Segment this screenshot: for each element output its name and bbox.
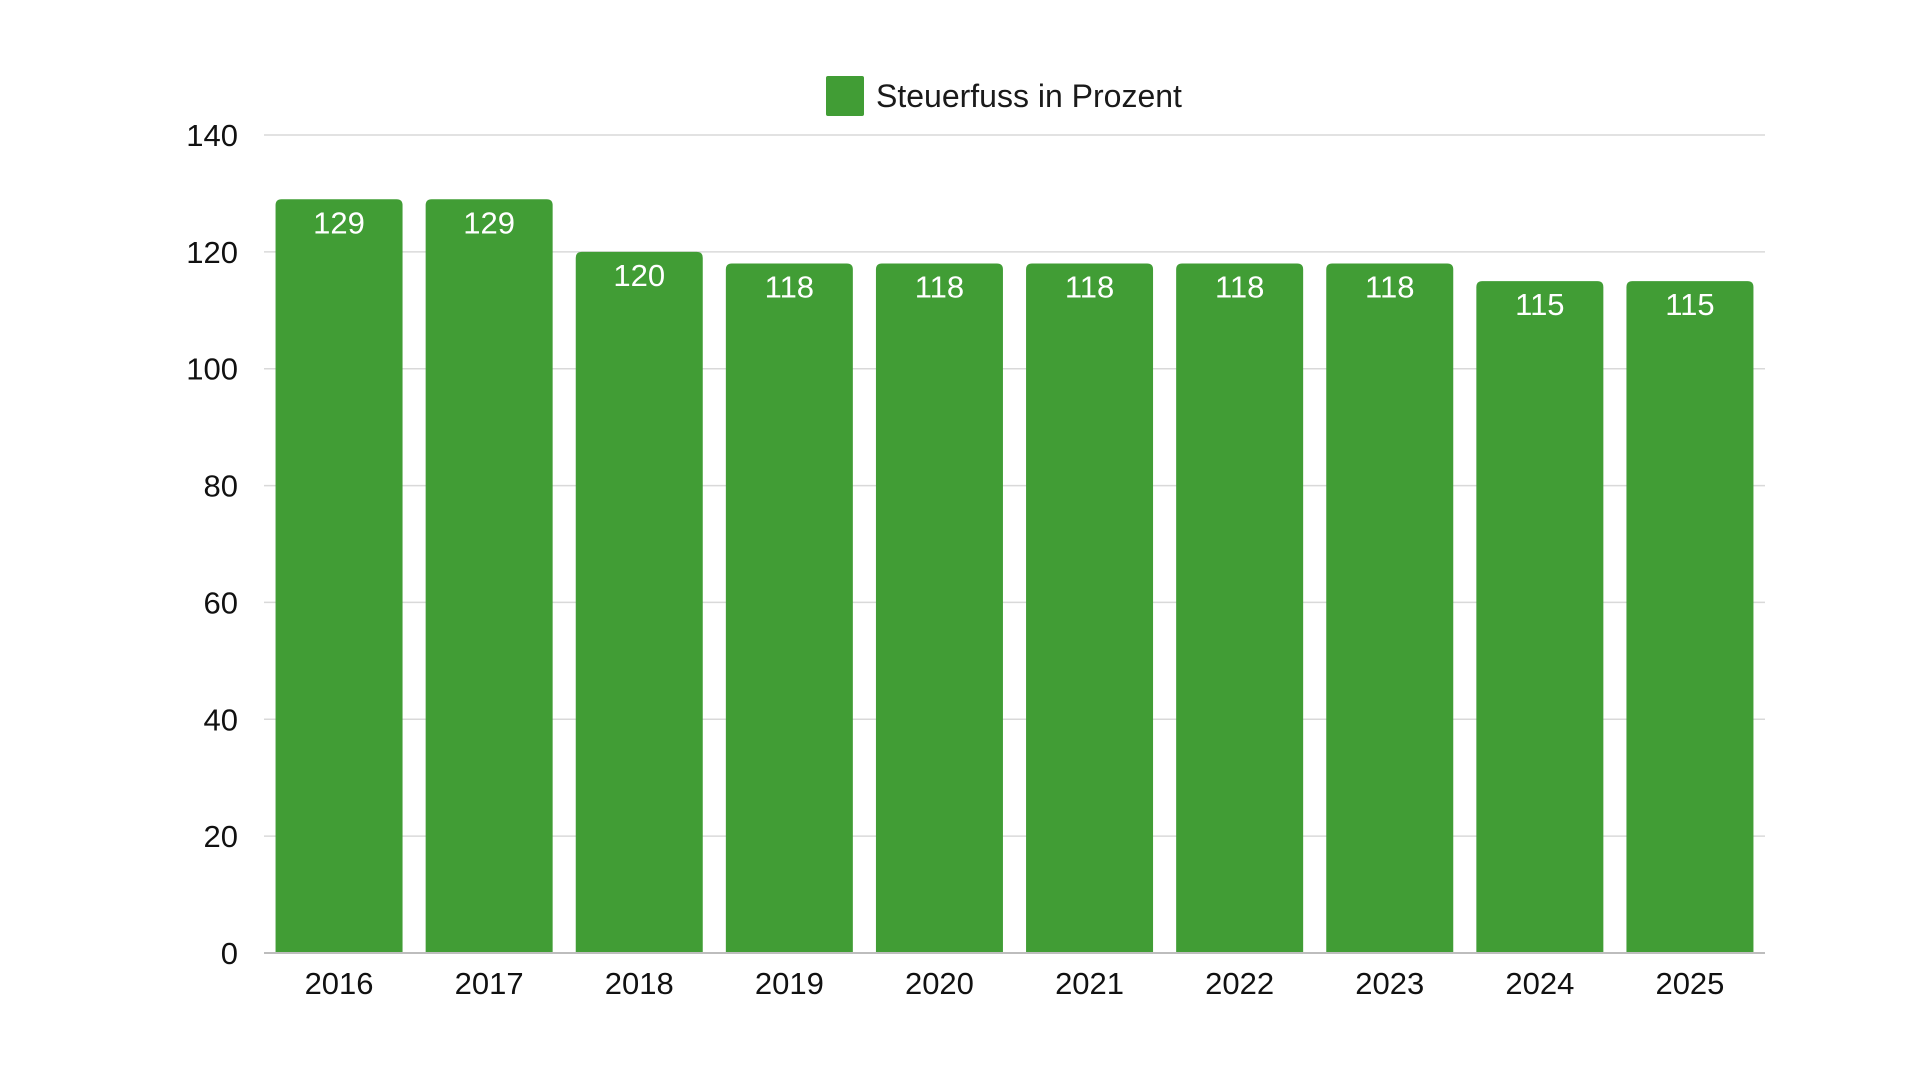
x-tick-label: 2020 — [905, 966, 974, 1001]
legend-label: Steuerfuss in Prozent — [876, 77, 1182, 114]
y-tick-label: 80 — [204, 469, 238, 504]
bar — [1476, 281, 1604, 954]
bar — [1326, 263, 1454, 953]
x-tick-label: 2016 — [305, 966, 374, 1001]
bar — [875, 263, 1003, 953]
x-tick-label: 2018 — [605, 966, 674, 1001]
data-label: 115 — [1665, 287, 1714, 322]
x-tick-label: 2024 — [1505, 966, 1574, 1001]
bar — [1626, 281, 1754, 954]
bar — [275, 199, 403, 953]
data-label: 118 — [1365, 270, 1414, 305]
legend-swatch — [826, 76, 864, 116]
y-tick-label: 100 — [186, 352, 238, 387]
data-label: 129 — [313, 205, 365, 240]
bar — [1176, 263, 1304, 953]
bar — [425, 199, 553, 953]
data-label: 129 — [463, 205, 515, 240]
data-label: 118 — [1215, 270, 1264, 305]
data-label: 115 — [1515, 287, 1564, 322]
y-tick-label: 60 — [204, 585, 238, 620]
y-tick-label: 0 — [221, 936, 238, 971]
bar — [1026, 263, 1154, 953]
x-tick-label: 2017 — [455, 966, 524, 1001]
y-tick-label: 20 — [204, 819, 238, 854]
y-tick-label: 120 — [186, 235, 238, 270]
data-label: 118 — [1065, 270, 1114, 305]
x-tick-label: 2023 — [1355, 966, 1424, 1001]
bar — [575, 251, 703, 953]
legend: Steuerfuss in Prozent — [826, 76, 1182, 116]
y-tick-label: 140 — [186, 118, 238, 153]
x-tick-label: 2021 — [1055, 966, 1124, 1001]
x-tick-label: 2019 — [755, 966, 824, 1001]
data-label: 118 — [765, 270, 814, 305]
bar — [725, 263, 853, 953]
data-label: 120 — [613, 258, 665, 293]
data-label: 118 — [915, 270, 964, 305]
x-tick-label: 2022 — [1205, 966, 1274, 1001]
y-tick-label: 40 — [204, 702, 238, 737]
x-tick-label: 2025 — [1655, 966, 1724, 1001]
